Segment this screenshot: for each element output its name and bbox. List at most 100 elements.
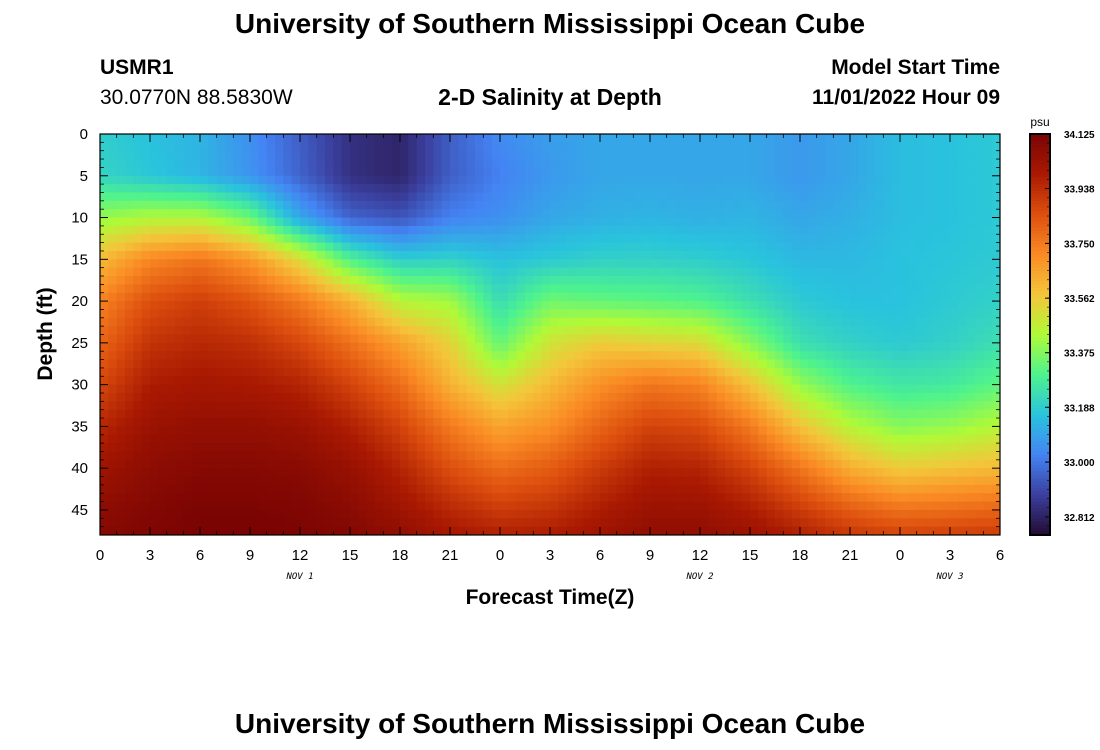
heatmap-cell: [716, 309, 726, 319]
heatmap-cell: [191, 225, 201, 235]
heatmap-cell: [141, 150, 151, 160]
heatmap-cell: [758, 451, 768, 461]
heatmap-cell: [383, 209, 393, 219]
heatmap-cell: [283, 418, 293, 427]
heatmap-cell: [400, 142, 409, 152]
heatmap-cell: [233, 301, 243, 311]
heatmap-cell: [508, 134, 518, 143]
heatmap-cell: [533, 418, 543, 427]
heatmap-cell: [725, 192, 734, 202]
heatmap-cell: [700, 326, 709, 336]
heatmap-cell: [575, 409, 584, 419]
heatmap-cell: [608, 250, 618, 260]
heatmap-cell: [725, 309, 734, 319]
heatmap-cell: [983, 234, 993, 244]
heatmap-cell: [166, 409, 176, 419]
heatmap-cell: [191, 418, 201, 427]
heatmap-cell: [716, 359, 726, 369]
model-start-value: 11/01/2022 Hour 09: [812, 86, 1000, 109]
heatmap-cell: [275, 409, 284, 419]
heatmap-cell: [691, 200, 701, 210]
heatmap-cell: [958, 250, 968, 260]
heatmap-cell: [483, 184, 493, 194]
heatmap-cell: [700, 367, 709, 377]
heatmap-cell: [983, 142, 993, 152]
heatmap-cell: [875, 451, 884, 461]
heatmap-cell: [291, 234, 301, 244]
heatmap-cell: [125, 409, 134, 419]
heatmap-cell: [950, 134, 959, 143]
heatmap-cell: [516, 459, 526, 469]
heatmap-cell: [233, 384, 243, 394]
heatmap-cell: [608, 276, 618, 285]
heatmap-cell: [158, 409, 168, 419]
heatmap-cell: [783, 367, 793, 377]
heatmap-cell: [100, 284, 109, 294]
heatmap-cell: [416, 384, 426, 394]
heatmap-cell: [141, 384, 151, 394]
heatmap-cell: [775, 267, 784, 277]
heatmap-cell: [925, 301, 934, 311]
heatmap-cell: [125, 159, 134, 169]
heatmap-cell: [866, 326, 876, 336]
heatmap-cell: [533, 359, 543, 369]
heatmap-cell: [541, 434, 551, 444]
heatmap-cell: [408, 334, 418, 344]
heatmap-cell: [508, 284, 518, 294]
heatmap-cell: [291, 426, 301, 436]
heatmap-cell: [491, 509, 501, 519]
heatmap-cell: [316, 192, 326, 202]
heatmap-cell: [450, 200, 459, 210]
heatmap-cell: [641, 451, 651, 461]
heatmap-cell: [333, 301, 343, 311]
heatmap-cell: [825, 276, 834, 285]
heatmap-cell: [266, 250, 276, 260]
heatmap-cell: [975, 501, 984, 511]
heatmap-cell: [733, 317, 743, 327]
heatmap-cell: [375, 501, 384, 511]
heatmap-cell: [433, 326, 443, 336]
heatmap-cell: [716, 167, 726, 177]
heatmap-cell: [425, 451, 434, 461]
heatmap-cell: [391, 459, 401, 469]
heatmap-cell: [216, 276, 226, 285]
heatmap-cell: [700, 334, 709, 344]
heatmap-cell: [566, 434, 576, 444]
heatmap-cell: [225, 418, 234, 427]
heatmap-cell: [741, 134, 751, 143]
heatmap-cell: [866, 342, 876, 352]
heatmap-cell: [891, 234, 901, 244]
heatmap-cell: [575, 217, 584, 227]
heatmap-cell: [291, 259, 301, 269]
heatmap-cell: [275, 250, 284, 260]
heatmap-cell: [758, 392, 768, 402]
heatmap-cell: [741, 426, 751, 436]
heatmap-cell: [850, 267, 859, 277]
heatmap-cell: [916, 259, 926, 269]
heatmap-cell: [608, 217, 618, 227]
heatmap-cell: [258, 392, 268, 402]
heatmap-cell: [225, 493, 234, 503]
heatmap-cell: [808, 159, 818, 169]
heatmap-cell: [533, 217, 543, 227]
heatmap-cell: [333, 284, 343, 294]
heatmap-cell: [991, 334, 1000, 344]
heatmap-cell: [716, 200, 726, 210]
heatmap-cell: [825, 443, 834, 453]
heatmap-cell: [258, 342, 268, 352]
heatmap-cell: [191, 317, 201, 327]
heatmap-cell: [400, 267, 409, 277]
heatmap-cell: [858, 184, 868, 194]
heatmap-cell: [300, 184, 309, 194]
heatmap-cell: [350, 142, 359, 152]
heatmap-cell: [183, 134, 193, 143]
heatmap-cell: [991, 384, 1000, 394]
heatmap-cell: [658, 267, 668, 277]
heatmap-cell: [441, 192, 451, 202]
heatmap-cell: [166, 234, 176, 244]
heatmap-cell: [175, 159, 184, 169]
heatmap-cell: [691, 384, 701, 394]
heatmap-cell: [316, 359, 326, 369]
heatmap-cell: [833, 493, 843, 503]
heatmap-cell: [608, 334, 618, 344]
